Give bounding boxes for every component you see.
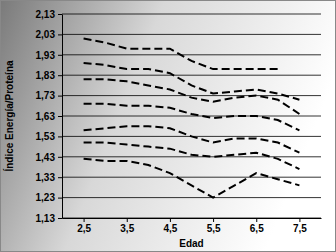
axis-line [62, 15, 63, 219]
x-tick-label: 6,5 [250, 223, 264, 234]
y-tick-mark [58, 218, 62, 219]
x-tick-label: 2,5 [77, 223, 91, 234]
series-line [84, 79, 300, 114]
series-line [84, 143, 300, 170]
y-tick: 1,83 [36, 70, 62, 81]
background [1, 1, 336, 252]
y-tick-label: 1,23 [36, 192, 56, 203]
x-tick-mark [170, 218, 171, 222]
grid-line [62, 34, 321, 35]
axis-line [63, 218, 322, 219]
grid-line [62, 218, 321, 219]
x-axis: 2,5 3,5 4,5 5,5 6,5 7,5 [63, 218, 322, 234]
y-tick-mark [58, 34, 62, 35]
y-tick-label: 2,03 [36, 29, 56, 40]
y-tick-mark [58, 96, 62, 97]
y-tick: 1,33 [36, 172, 62, 183]
y-tick-label: 1,83 [36, 70, 56, 81]
x-tick-mark [127, 218, 128, 222]
lines [84, 38, 300, 197]
y-tick: 1,53 [36, 131, 62, 142]
chart: 2,53,54,55,56,57,51,131,231,331,431,531,… [0, 0, 336, 252]
series-line [84, 159, 300, 198]
y-axis-title: Índice Energía/Proteína [3, 60, 15, 172]
y-tick-mark [58, 55, 62, 56]
x-tick-label: 5,5 [207, 223, 221, 234]
x-tick: 7,5 [293, 218, 307, 234]
x-tick: 2,5 [77, 218, 91, 234]
y-tick-label: 1,93 [36, 50, 56, 61]
y-tick: 1,63 [36, 111, 62, 122]
series-line [84, 63, 300, 100]
y-tick: 2,13 [36, 9, 62, 20]
y-tick: 1,43 [36, 152, 62, 163]
y-tick-label: 1,63 [36, 111, 56, 122]
y-tick: 1,23 [36, 192, 62, 203]
y-tick-mark [58, 75, 62, 76]
y-tick-label: 2,13 [36, 9, 56, 20]
x-tick-mark [299, 218, 300, 222]
y-tick-mark [58, 177, 62, 178]
y-tick-label: 1,73 [36, 90, 56, 101]
y-tick-label: 1,33 [36, 172, 56, 183]
y-tick-mark [58, 198, 62, 199]
x-tick: 5,5 [207, 218, 221, 234]
grid-line [62, 116, 321, 117]
grid-line [62, 54, 321, 55]
grid-line [62, 197, 321, 198]
x-tick-label: 4,5 [163, 223, 177, 234]
x-axis-title: Edad [179, 238, 203, 249]
x-tick-label: 3,5 [120, 223, 134, 234]
y-tick-label: 1,53 [36, 131, 56, 142]
plot: 2,53,54,55,56,57,51,131,231,331,431,531,… [36, 9, 322, 234]
x-tick-mark [256, 218, 257, 222]
y-tick-label: 1,13 [36, 213, 56, 224]
grid-line [62, 14, 321, 15]
series-line [84, 104, 300, 131]
grid-line [62, 75, 321, 76]
x-tick: 6,5 [250, 218, 264, 234]
y-tick: 1,73 [36, 90, 62, 101]
y-axis: 1,13 1,23 1,33 1,43 1,53 1,63 1,73 1,83 1,93 2,03… [36, 9, 63, 224]
x-tick-label: 7,5 [293, 223, 307, 234]
grid-line [62, 177, 321, 178]
y-tick: 1,93 [36, 50, 62, 61]
x-tick-mark [213, 218, 214, 222]
series-line [84, 126, 300, 153]
x-tick: 4,5 [163, 218, 177, 234]
y-tick-mark [58, 136, 62, 137]
y-tick: 2,03 [36, 29, 62, 40]
x-tick: 3,5 [120, 218, 134, 234]
series-line [84, 38, 278, 69]
y-tick-mark [58, 157, 62, 158]
grid-line [62, 156, 321, 157]
grid [62, 14, 321, 218]
x-tick-mark [84, 218, 85, 222]
y-tick-mark [58, 14, 62, 15]
y-tick: 1,13 [36, 213, 62, 224]
y-tick-mark [58, 116, 62, 117]
y-tick-label: 1,43 [36, 152, 56, 163]
